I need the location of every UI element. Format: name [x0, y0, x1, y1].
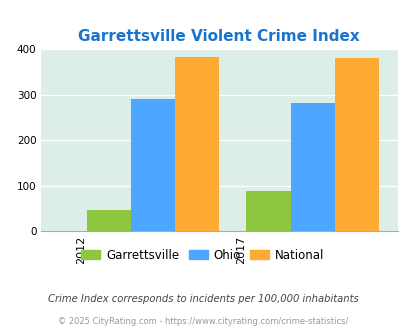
- Bar: [334, 58, 378, 231]
- Title: Garrettsville Violent Crime Index: Garrettsville Violent Crime Index: [78, 29, 359, 44]
- Text: Crime Index corresponds to incidents per 100,000 inhabitants: Crime Index corresponds to incidents per…: [47, 294, 358, 304]
- Legend: Garrettsville, Ohio, National: Garrettsville, Ohio, National: [77, 244, 328, 266]
- Bar: [86, 210, 130, 231]
- Bar: [246, 191, 290, 231]
- Bar: [130, 99, 175, 231]
- Bar: [290, 104, 334, 231]
- Bar: [175, 57, 219, 231]
- Text: © 2025 CityRating.com - https://www.cityrating.com/crime-statistics/: © 2025 CityRating.com - https://www.city…: [58, 317, 347, 326]
